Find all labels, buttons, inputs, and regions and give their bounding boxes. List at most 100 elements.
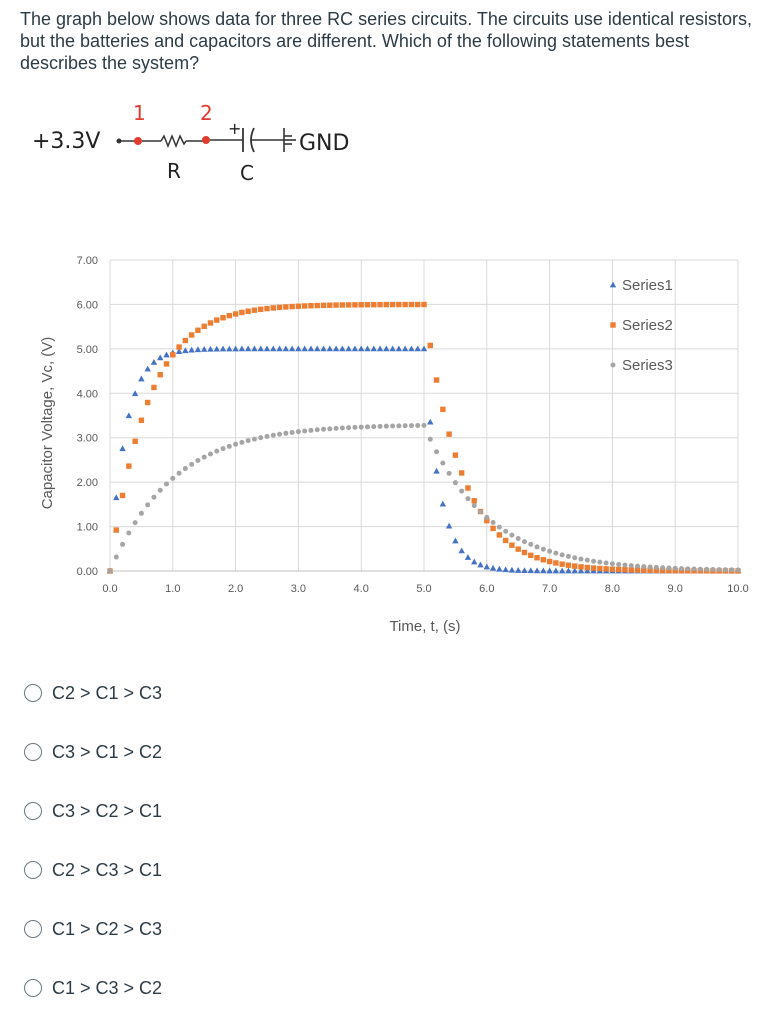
data-point	[515, 546, 521, 552]
data-point	[283, 304, 289, 310]
data-point	[195, 327, 201, 333]
data-point	[445, 522, 453, 529]
data-point	[377, 423, 383, 429]
data-point	[641, 564, 647, 570]
data-point	[584, 567, 591, 574]
data-point	[572, 563, 578, 569]
data-point	[528, 552, 534, 559]
data-point	[672, 565, 678, 571]
data-point	[207, 320, 214, 326]
data-point	[459, 488, 465, 494]
data-point	[691, 566, 697, 572]
answer-option-label: C3 > C2 > C1	[52, 800, 163, 821]
radio-button[interactable]	[24, 861, 42, 879]
data-point	[138, 417, 145, 423]
data-point	[559, 561, 565, 567]
radio-button[interactable]	[24, 920, 42, 938]
data-point	[452, 480, 458, 486]
data-point	[182, 347, 189, 354]
data-point	[176, 470, 182, 476]
data-point	[352, 424, 358, 430]
data-point	[201, 323, 207, 330]
data-point	[383, 423, 389, 429]
answer-option[interactable]: C1 > C3 > C2	[24, 975, 162, 1001]
answer-option[interactable]: C2 > C1 > C3	[24, 680, 162, 706]
data-point	[164, 481, 170, 487]
data-point	[226, 312, 233, 319]
data-point	[188, 332, 195, 338]
data-point	[182, 337, 189, 344]
data-point	[157, 371, 163, 378]
legend-marker	[609, 281, 617, 288]
radio-button[interactable]	[24, 802, 42, 820]
data-point	[195, 458, 201, 464]
data-point	[119, 492, 126, 499]
data-point	[113, 494, 120, 501]
data-point	[233, 441, 239, 447]
data-point	[295, 429, 301, 435]
data-point	[534, 555, 540, 561]
data-point	[339, 425, 345, 431]
data-point	[528, 541, 534, 547]
data-point	[126, 463, 132, 469]
data-point	[440, 460, 446, 466]
legend-label: Series3	[622, 357, 673, 374]
data-point	[120, 541, 126, 547]
data-point	[244, 345, 252, 352]
x-tick-label: 10.0	[727, 583, 748, 595]
data-point	[201, 346, 208, 352]
legend: Series1 Series2 Series3	[609, 277, 673, 374]
data-point	[332, 345, 340, 352]
data-point	[219, 345, 227, 352]
data-point	[591, 558, 597, 564]
data-point	[502, 566, 509, 573]
data-point	[634, 567, 641, 573]
data-point	[415, 301, 421, 308]
radio-button[interactable]	[24, 684, 42, 702]
answer-option[interactable]: C3 > C1 > C2	[24, 739, 162, 765]
data-point	[157, 354, 164, 361]
data-point	[176, 344, 182, 350]
data-point	[402, 301, 408, 308]
data-point	[277, 431, 283, 437]
data-point	[572, 555, 578, 561]
data-point	[471, 558, 478, 565]
data-point	[333, 302, 339, 308]
data-point	[622, 562, 628, 568]
rc-circuit-diagram: +3.3V 1 R 2 + C GND	[32, 101, 349, 185]
data-point	[635, 563, 641, 569]
data-point	[157, 487, 163, 493]
data-point	[647, 567, 653, 574]
data-point	[258, 306, 264, 313]
legend-marker	[610, 362, 616, 368]
data-point	[490, 520, 496, 526]
data-point	[345, 302, 352, 308]
data-point	[521, 567, 528, 574]
data-point	[396, 423, 402, 429]
x-tick-label: 7.0	[542, 583, 557, 595]
data-point	[245, 438, 251, 444]
answer-option[interactable]: C1 > C2 > C3	[24, 916, 162, 942]
data-point	[170, 475, 176, 481]
data-point	[138, 510, 144, 516]
data-point	[264, 433, 270, 439]
data-point	[427, 342, 433, 349]
radio-button[interactable]	[24, 743, 42, 761]
data-point	[521, 549, 528, 556]
data-point	[320, 302, 327, 309]
data-point	[370, 345, 377, 352]
data-point	[597, 565, 603, 572]
data-point	[653, 564, 659, 570]
data-point	[446, 470, 452, 476]
legend-label: Series2	[622, 317, 673, 334]
data-point	[301, 345, 308, 352]
data-point	[339, 302, 346, 308]
x-tick-label: 8.0	[605, 583, 620, 595]
data-point	[546, 567, 553, 574]
data-point	[521, 539, 527, 545]
data-point	[584, 564, 590, 571]
data-point	[553, 560, 559, 566]
radio-button[interactable]	[24, 979, 42, 997]
answer-option[interactable]: C2 > C3 > C1	[24, 857, 162, 883]
answer-option[interactable]: C3 > C2 > C1	[24, 798, 162, 824]
